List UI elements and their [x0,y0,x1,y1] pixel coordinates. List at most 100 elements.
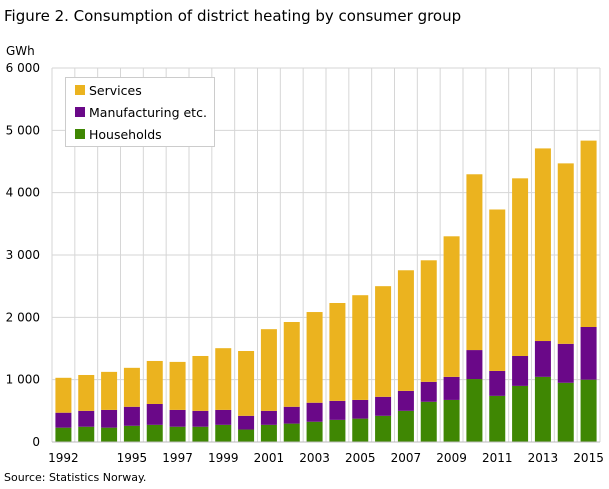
bar-manufacturing-etc-1998 [192,410,209,427]
bar-services-1997 [169,361,186,410]
bar-services-2012 [512,178,529,356]
bar-manufacturing-etc-2003 [306,402,323,422]
bar-manufacturing-etc-2006 [375,396,392,416]
bar-services-2002 [283,322,300,407]
bar-households-2002 [283,423,300,442]
x-tick-label: 2001 [254,451,285,465]
bar-manufacturing-etc-2002 [283,406,300,424]
x-tick-label: 2015 [573,451,604,465]
y-axis-label: GWh [6,44,35,58]
bar-manufacturing-etc-1994 [101,409,118,428]
bar-services-2005 [352,295,369,400]
bar-services-1993 [78,374,95,411]
bar-households-2011 [489,395,506,442]
x-tick-label: 1997 [162,451,193,465]
bar-households-2000 [238,429,255,442]
bar-manufacturing-etc-1993 [78,410,95,427]
bar-manufacturing-etc-2001 [260,410,277,425]
bar-households-2014 [557,382,574,442]
x-tick-label: 1992 [48,451,79,465]
bar-households-2010 [466,379,483,442]
bar-services-2014 [557,163,574,344]
bar-manufacturing-etc-2000 [238,415,255,430]
bar-manufacturing-etc-1995 [123,406,140,426]
bar-services-2001 [260,329,277,411]
bar-services-2010 [466,174,483,351]
bar-manufacturing-etc-2005 [352,399,369,419]
source-note: Source: Statistics Norway. [4,471,147,484]
legend-swatch [75,107,85,117]
bar-manufacturing-etc-2010 [466,350,483,380]
bar-households-1995 [123,425,140,442]
x-tick-label: 2005 [345,451,376,465]
bar-services-1999 [215,348,232,410]
x-tick-label: 2007 [391,451,422,465]
bar-households-1999 [215,424,232,442]
x-tick-label: 1995 [117,451,148,465]
y-tick-label: 0 [32,435,40,449]
bar-households-2007 [397,410,414,442]
bar-services-1992 [55,377,72,413]
legend-swatch [75,129,85,139]
bar-services-2000 [238,350,255,416]
bar-services-2011 [489,209,506,371]
bar-manufacturing-etc-1999 [215,409,232,425]
x-tick-label: 2011 [482,451,513,465]
bar-households-1997 [169,426,186,442]
bar-households-2012 [512,385,529,442]
legend-box [65,77,215,147]
legend-label: Manufacturing etc. [89,105,207,120]
bar-manufacturing-etc-2013 [534,341,551,377]
bar-manufacturing-etc-2014 [557,343,574,383]
bar-households-2008 [420,401,437,442]
bar-manufacturing-etc-2009 [443,376,460,400]
bar-households-1993 [78,426,95,442]
bar-services-1995 [123,367,140,407]
y-tick-label: 3 000 [6,248,40,262]
bar-services-2006 [375,286,392,397]
bar-manufacturing-etc-2012 [512,355,529,386]
y-tick-label: 6 000 [6,61,40,75]
bar-households-2005 [352,418,369,442]
bar-manufacturing-etc-2011 [489,370,506,396]
y-tick-label: 4 000 [6,186,40,200]
bar-households-1994 [101,427,118,442]
bar-households-2013 [534,376,551,442]
bar-services-2013 [534,148,551,342]
bar-services-2009 [443,236,460,377]
bar-services-2007 [397,270,414,391]
bar-households-2001 [260,424,277,442]
bar-households-1998 [192,426,209,442]
bar-manufacturing-etc-1992 [55,412,72,428]
y-tick-label: 2 000 [6,310,40,324]
bar-manufacturing-etc-2015 [580,326,597,380]
chart-title: Figure 2. Consumption of district heatin… [4,7,462,25]
bar-services-2004 [329,302,346,401]
bar-services-2008 [420,260,437,382]
bar-manufacturing-etc-1996 [146,403,163,425]
legend-swatch [75,85,85,95]
bar-manufacturing-etc-2004 [329,400,346,420]
bar-manufacturing-etc-1997 [169,409,186,427]
legend-label: Households [89,127,162,142]
bar-services-1994 [101,371,118,410]
bar-households-1996 [146,424,163,442]
bar-households-2009 [443,399,460,442]
x-tick-label: 2009 [436,451,467,465]
y-tick-label: 1 000 [6,373,40,387]
x-tick-label: 2013 [528,451,559,465]
bar-households-1992 [55,427,72,442]
bar-services-2015 [580,140,597,327]
bar-households-2006 [375,415,392,442]
bar-households-2004 [329,419,346,442]
bar-manufacturing-etc-2007 [397,390,414,411]
bar-households-2003 [306,421,323,442]
y-tick-label: 5 000 [6,123,40,137]
x-tick-label: 2003 [299,451,330,465]
bar-manufacturing-etc-2008 [420,381,437,402]
bar-services-1996 [146,360,163,404]
x-tick-label: 1999 [208,451,239,465]
bar-services-2003 [306,312,323,403]
bar-households-2015 [580,379,597,442]
